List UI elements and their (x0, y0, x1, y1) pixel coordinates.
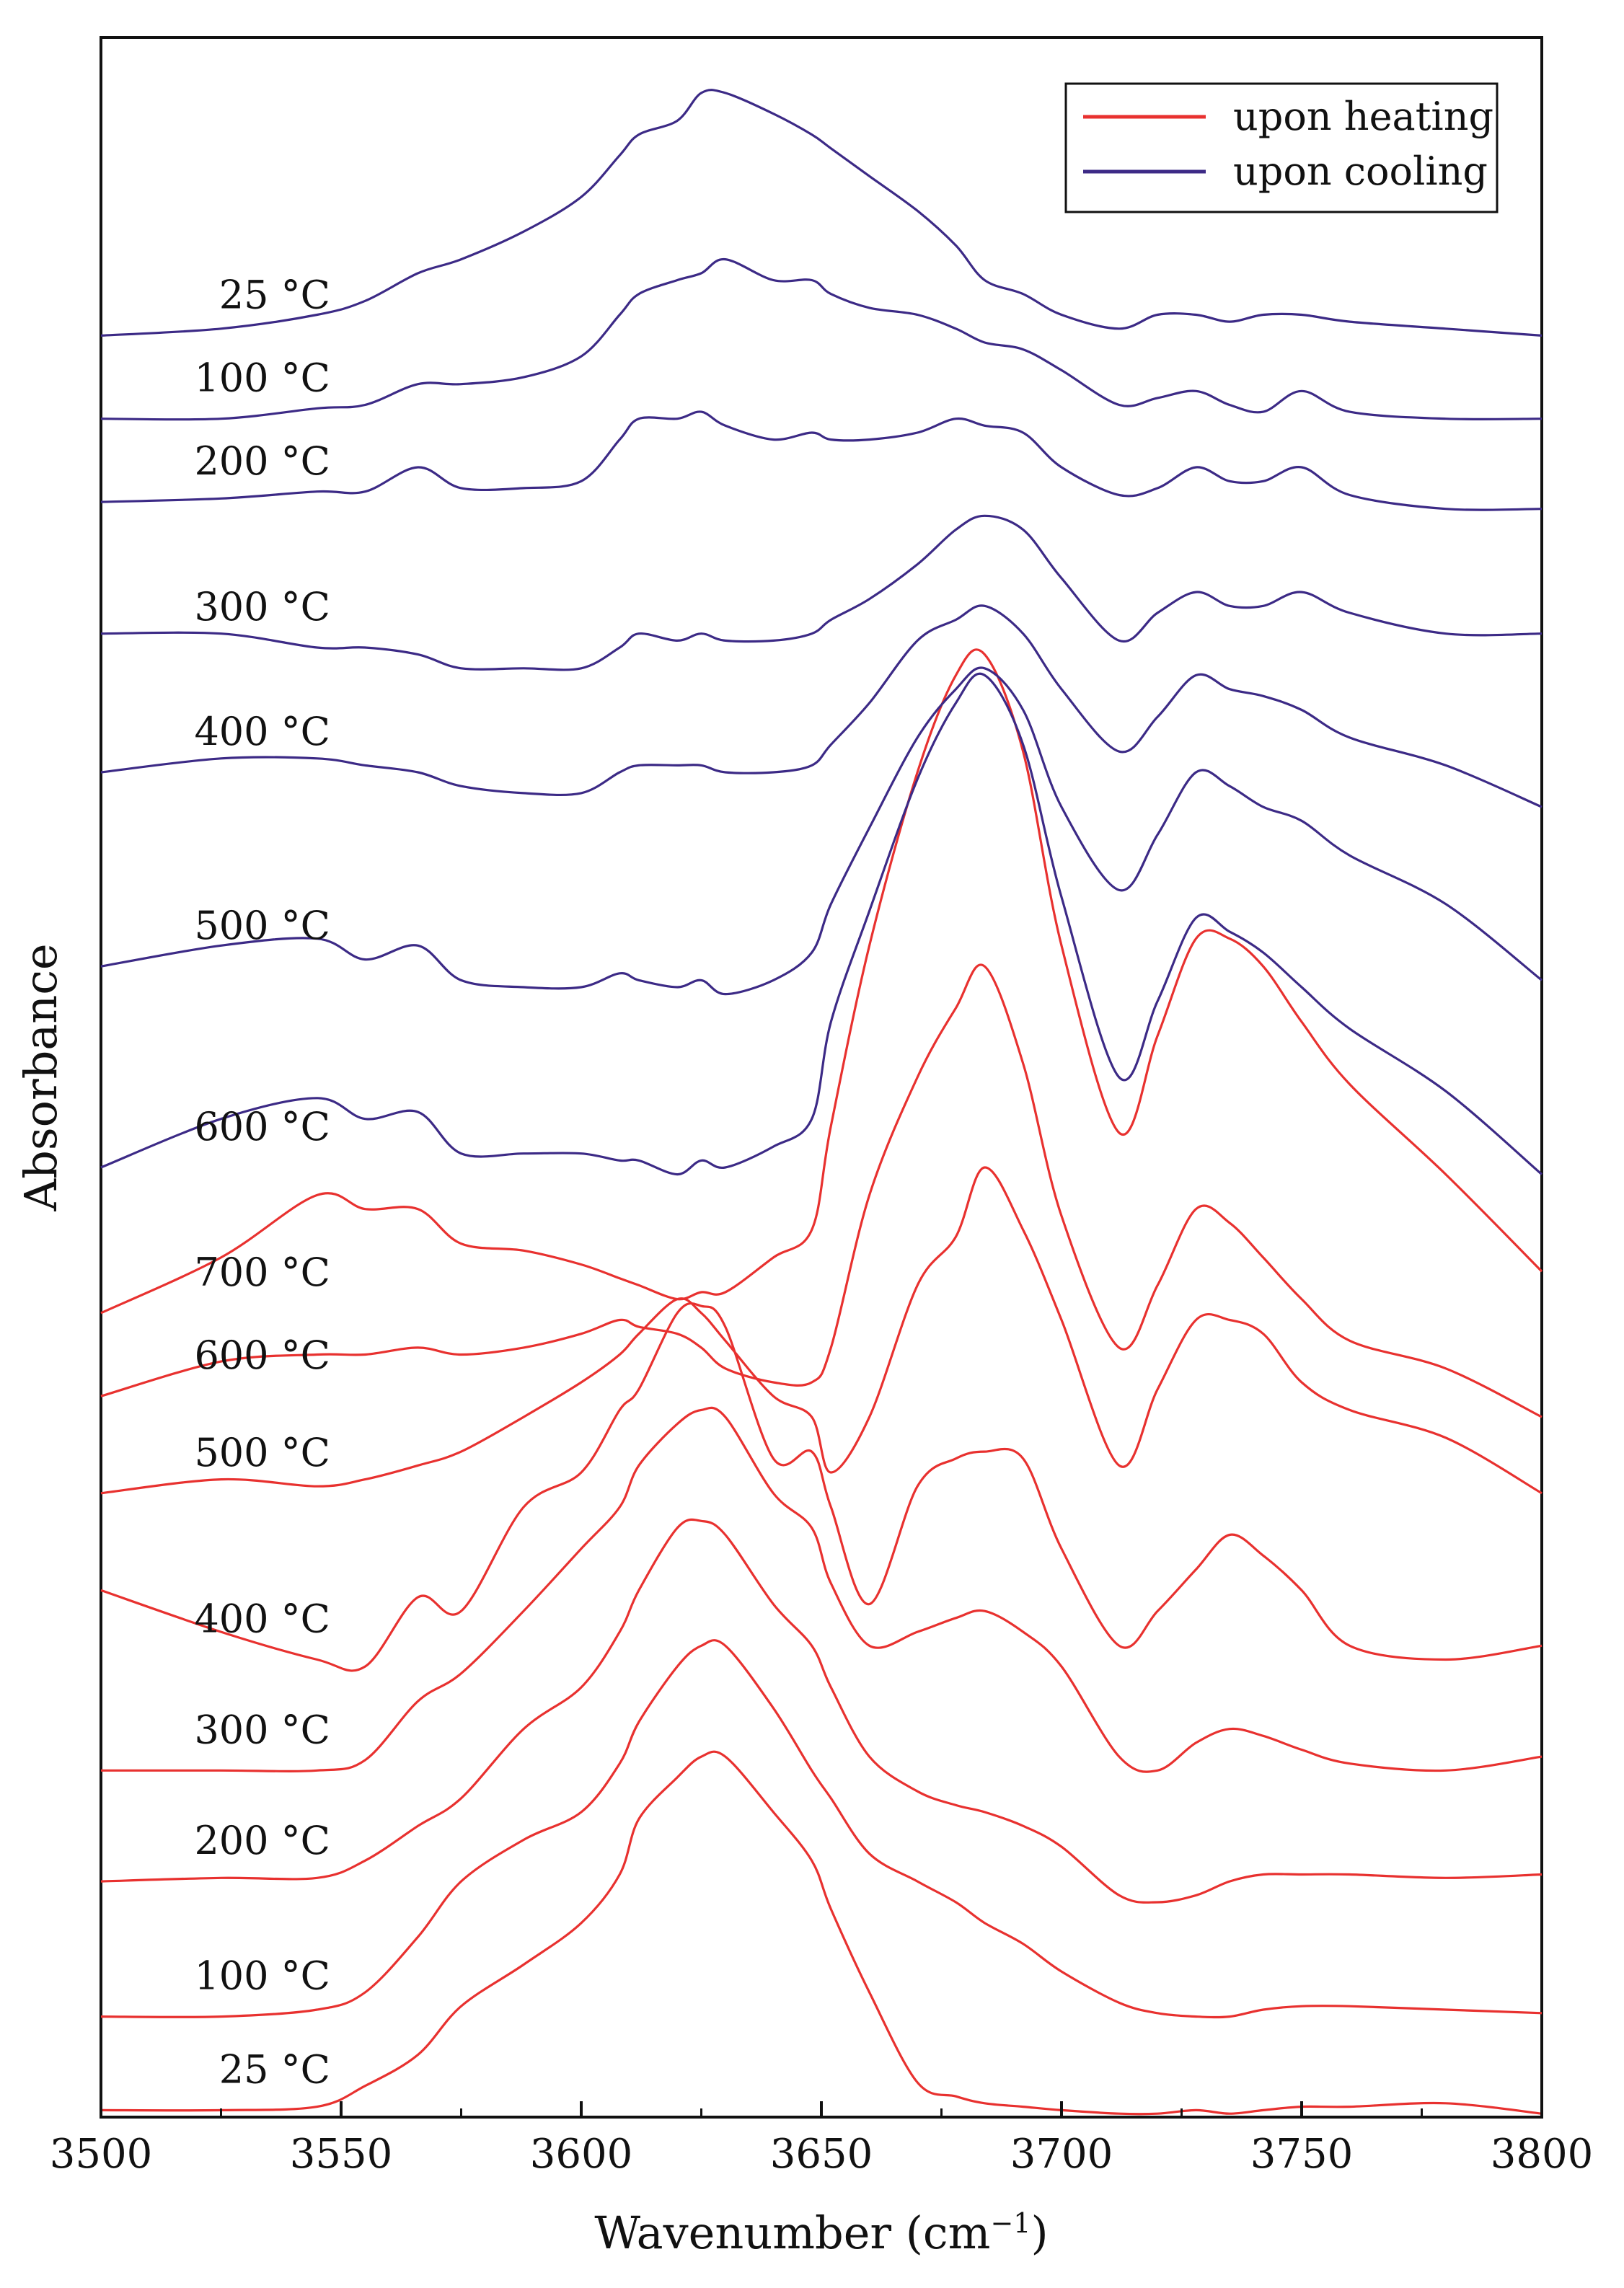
x-tick-label: 3500 (50, 2131, 153, 2178)
legend: upon heating upon cooling (1064, 82, 1499, 213)
series-line-cooling-300c (100, 514, 1543, 671)
curve-label-heating-100c: 100 °C (194, 1953, 330, 1999)
series-line-cooling-200c (100, 410, 1543, 511)
y-axis-title: Absorbance (14, 943, 67, 1211)
series-line-heating-25c (100, 1750, 1543, 2116)
x-tick-label: 3650 (770, 2131, 873, 2178)
series-line-cooling-600c (100, 672, 1543, 1176)
curve-label-cooling-200c: 200 °C (194, 438, 330, 484)
series-line-heating-200c (100, 1518, 1543, 1904)
series-line-heating-500c (100, 1166, 1543, 1495)
curve-label-cooling-25c: 25 °C (219, 272, 330, 317)
legend-box (1064, 82, 1499, 213)
curve-label-heating-600c: 600 °C (194, 1333, 330, 1378)
x-tick-label: 3600 (530, 2131, 633, 2178)
series-line-cooling-500c (100, 666, 1543, 996)
curve-label-heating-200c: 200 °C (194, 1818, 330, 1863)
x-axis-ticks: 3500 3550 3600 3650 3700 3750 3800 (50, 2101, 1594, 2178)
series-line-cooling-400c (100, 604, 1543, 808)
x-axis-title-main: Wavenumber (cm (594, 2207, 990, 2259)
series-line-cooling-100c (100, 257, 1543, 421)
legend-label-heating: upon heating (1233, 94, 1493, 139)
curve-labels-group: 25 °C 100 °C 200 °C 300 °C 400 °C 500 °C 600 °… (194, 272, 330, 2092)
curve-label-cooling-100c: 100 °C (194, 355, 330, 401)
x-tick-label: 3750 (1250, 2131, 1354, 2178)
curve-label-heating-500c: 500 °C (194, 1430, 330, 1475)
curve-label-heating-25c: 25 °C (219, 2046, 330, 2092)
curve-label-cooling-500c: 500 °C (194, 903, 330, 948)
x-axis-title-suffix: ) (1031, 2207, 1048, 2259)
series-line-cooling-25c (100, 89, 1543, 337)
x-axis-title: Wavenumber (cm−1) (594, 2207, 1048, 2259)
x-tick-label: 3700 (1010, 2131, 1113, 2178)
curve-label-cooling-400c: 400 °C (194, 709, 330, 754)
series-line-heating-100c (100, 1639, 1543, 2019)
curve-label-cooling-600c: 600 °C (194, 1104, 330, 1149)
series-line-heating-600c (100, 963, 1543, 1418)
x-axis-title-superscript: −1 (990, 2207, 1031, 2239)
series-line-heating-300c (100, 1406, 1543, 1773)
curve-label-heating-400c: 400 °C (194, 1596, 330, 1642)
curve-label-cooling-300c: 300 °C (194, 584, 330, 630)
curve-label-heating-300c: 300 °C (194, 1707, 330, 1752)
series-line-heating-400c (100, 1302, 1543, 1672)
curves-group (100, 89, 1543, 2116)
legend-label-cooling: upon cooling (1233, 149, 1488, 194)
curve-label-heating-700c: 700 °C (194, 1250, 330, 1295)
series-line-heating-700c (100, 648, 1543, 1315)
x-tick-label: 3800 (1491, 2131, 1594, 2178)
x-tick-label: 3550 (290, 2131, 393, 2178)
